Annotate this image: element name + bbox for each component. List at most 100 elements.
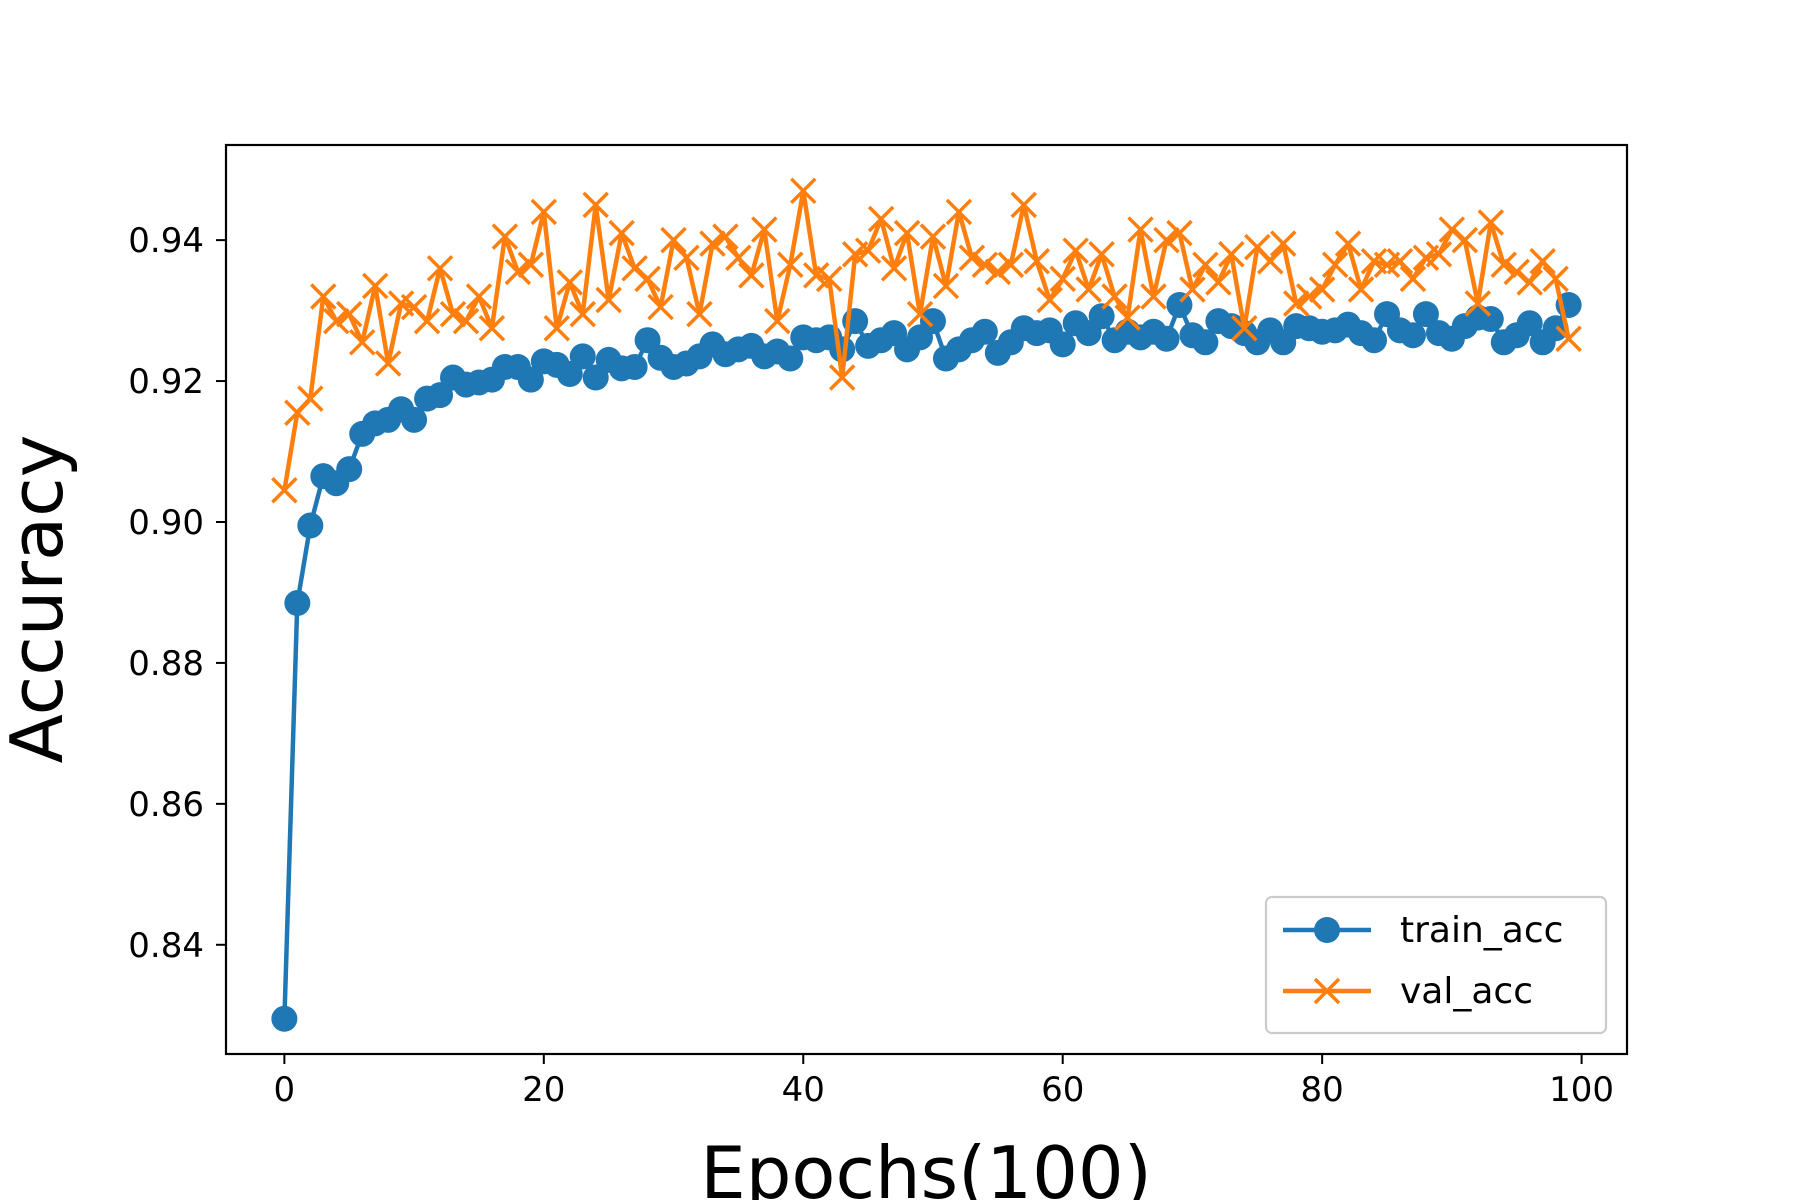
point-val-acc — [1425, 240, 1453, 268]
point-val-acc — [530, 198, 558, 226]
point-val-acc — [867, 205, 895, 233]
point-train-acc — [569, 343, 596, 370]
point-val-acc — [1321, 251, 1349, 279]
point-val-acc — [1451, 226, 1479, 254]
point-val-acc — [543, 314, 571, 342]
point-val-acc — [1114, 304, 1141, 331]
point-val-acc — [1555, 325, 1582, 353]
point-train-acc — [1088, 303, 1115, 330]
point-val-acc — [1049, 265, 1076, 293]
point-val-acc — [582, 191, 609, 219]
point-val-acc — [1490, 251, 1517, 279]
point-val-acc — [1231, 314, 1258, 342]
x-tick-label: 0 — [274, 1070, 296, 1110]
point-val-acc — [1347, 276, 1375, 303]
point-val-acc — [1140, 283, 1167, 310]
legend-label-val-acc: val_acc — [1400, 971, 1533, 1012]
point-val-acc — [439, 300, 467, 328]
point-val-acc — [297, 385, 324, 412]
point-train-acc — [517, 366, 544, 393]
point-val-acc — [465, 283, 493, 310]
point-val-acc — [1308, 276, 1336, 303]
axes-frame — [224, 143, 1629, 1056]
x-tick-label: 100 — [1549, 1070, 1614, 1110]
point-val-acc — [608, 219, 635, 247]
point-val-acc — [815, 265, 843, 293]
point-val-acc — [348, 329, 376, 356]
point-val-acc — [374, 350, 402, 377]
legend-label-train-acc: train_acc — [1400, 910, 1563, 951]
point-val-acc — [1516, 269, 1543, 296]
point-val-acc — [751, 216, 778, 243]
y-axis-label: Accuracy — [0, 435, 79, 764]
point-val-acc — [919, 223, 947, 250]
point-val-acc — [1529, 248, 1556, 275]
point-val-acc — [686, 300, 713, 328]
y-tick-label: 0.90 — [128, 503, 204, 543]
plot-area — [224, 143, 1629, 1056]
point-val-acc — [1295, 283, 1323, 310]
point-val-acc — [1127, 216, 1154, 243]
point-val-acc — [1179, 276, 1206, 303]
point-val-acc — [1205, 269, 1232, 296]
point-train-acc — [1361, 327, 1388, 354]
point-val-acc — [1075, 276, 1102, 303]
point-val-acc — [725, 244, 752, 271]
point-val-acc — [271, 477, 298, 504]
point-val-acc — [764, 307, 791, 335]
point-val-acc — [647, 293, 674, 321]
point-train-acc — [1477, 306, 1504, 333]
legend: train_acc val_acc — [1264, 895, 1608, 1035]
point-val-acc — [777, 251, 804, 279]
x-axis-ticks: 0 20 40 60 80 100 — [274, 1054, 1614, 1110]
point-val-acc — [1166, 219, 1193, 247]
point-train-acc — [1412, 301, 1439, 328]
point-val-acc — [906, 300, 934, 328]
x-tick-label: 20 — [522, 1070, 565, 1110]
point-val-acc — [932, 272, 960, 300]
point-val-acc — [997, 251, 1025, 279]
point-val-acc — [1257, 248, 1284, 275]
point-val-acc — [1088, 240, 1115, 268]
y-tick-label: 0.92 — [128, 362, 204, 402]
point-val-acc — [1399, 265, 1427, 293]
point-val-acc — [828, 364, 856, 391]
point-val-acc — [634, 265, 661, 293]
point-val-acc — [323, 307, 350, 335]
point-val-acc — [310, 283, 337, 310]
series-train-acc — [271, 291, 1582, 1032]
point-val-acc — [1153, 226, 1180, 254]
y-axis-ticks: 0.84 0.86 0.88 0.90 0.92 0.94 — [128, 221, 226, 966]
point-val-acc — [517, 251, 545, 279]
point-val-acc — [556, 269, 584, 296]
legend-marker-val-acc — [1313, 977, 1341, 1005]
y-tick-label: 0.94 — [128, 221, 204, 261]
point-val-acc — [893, 219, 921, 247]
point-val-acc — [1192, 251, 1219, 279]
point-val-acc — [335, 300, 363, 328]
point-train-acc — [284, 590, 311, 617]
y-tick-label: 0.86 — [128, 785, 204, 825]
point-val-acc — [660, 226, 687, 254]
point-val-acc — [361, 272, 389, 300]
series-line-val-acc — [282, 188, 1571, 491]
series-val-acc — [271, 177, 1582, 504]
point-val-acc — [426, 255, 454, 282]
legend-marker-train-acc — [1314, 917, 1340, 943]
point-val-acc — [673, 244, 700, 271]
point-train-acc — [297, 512, 324, 539]
point-val-acc — [478, 314, 506, 342]
point-val-acc — [958, 244, 986, 271]
point-val-acc — [738, 262, 765, 289]
point-val-acc — [1023, 248, 1050, 275]
x-tick-label: 40 — [782, 1070, 825, 1110]
point-train-acc — [919, 308, 946, 335]
point-train-acc — [1049, 331, 1076, 358]
point-val-acc — [413, 307, 441, 335]
point-train-acc — [777, 345, 804, 372]
x-tick-label: 60 — [1041, 1070, 1084, 1110]
point-train-acc — [336, 456, 363, 483]
x-axis-label: Epochs(100) — [700, 1131, 1152, 1200]
point-val-acc — [1477, 209, 1505, 236]
